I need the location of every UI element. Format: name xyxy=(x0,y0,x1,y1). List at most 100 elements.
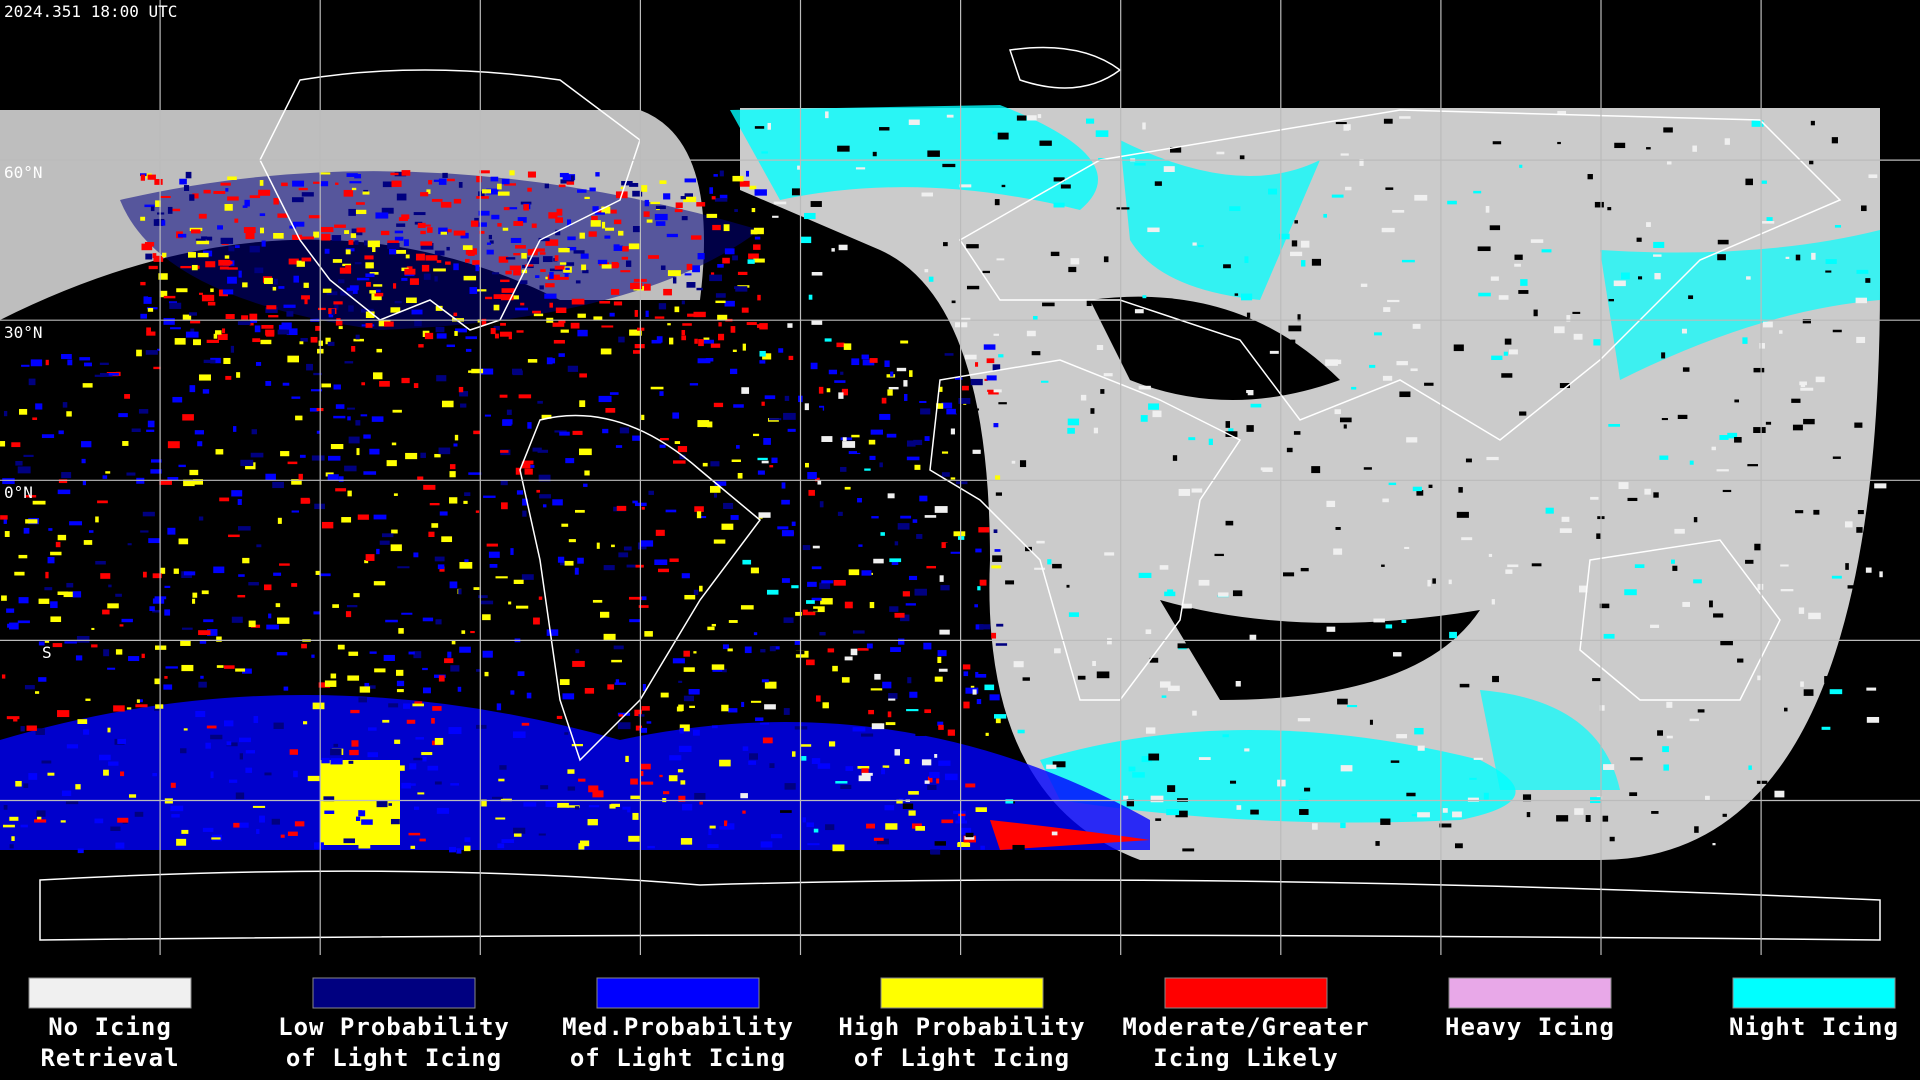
speckle-dot xyxy=(394,236,404,241)
speckle-dot xyxy=(591,215,598,223)
legend-label: Moderate/Greater xyxy=(1122,1013,1369,1041)
speckle-dot xyxy=(1381,564,1385,567)
speckle-dot xyxy=(804,462,809,468)
speckle-dot xyxy=(11,836,15,841)
speckle-dot xyxy=(842,441,856,448)
speckle-dot xyxy=(88,530,94,533)
speckle-dot xyxy=(203,619,214,623)
speckle-dot xyxy=(171,814,180,818)
speckle-dot xyxy=(1382,375,1393,381)
speckle-dot xyxy=(67,359,73,366)
speckle-dot xyxy=(906,440,916,447)
speckle-dot xyxy=(760,649,766,653)
speckle-dot xyxy=(47,772,55,776)
speckle-dot xyxy=(866,643,873,649)
speckle-dot xyxy=(105,471,111,474)
speckle-dot xyxy=(722,257,730,264)
speckle-dot xyxy=(237,321,251,326)
speckle-dot xyxy=(532,310,541,314)
speckle-dot xyxy=(34,819,47,823)
speckle-dot xyxy=(185,331,199,338)
speckle-dot xyxy=(387,242,400,249)
speckle-dot xyxy=(800,744,812,747)
speckle-dot xyxy=(219,497,230,502)
speckle-dot xyxy=(1070,258,1080,265)
speckle-dot xyxy=(689,383,699,386)
speckle-dot xyxy=(683,196,697,203)
speckle-dot xyxy=(1311,258,1322,266)
speckle-dot xyxy=(453,443,458,447)
speckle-dot xyxy=(1149,657,1159,663)
speckle-dot xyxy=(629,329,642,336)
speckle-dot xyxy=(673,460,686,464)
speckle-dot xyxy=(667,270,681,277)
speckle-dot xyxy=(1874,483,1887,489)
speckle-dot xyxy=(1491,355,1503,361)
speckle-dot xyxy=(699,585,703,592)
speckle-dot xyxy=(980,845,985,850)
speckle-dot xyxy=(1040,380,1049,383)
speckle-dot xyxy=(433,268,446,272)
speckle-dot xyxy=(520,201,532,205)
speckle-dot xyxy=(453,312,458,317)
speckle-dot xyxy=(365,262,374,269)
speckle-dot xyxy=(956,481,968,485)
speckle-dot xyxy=(672,412,680,419)
speckle-dot xyxy=(857,765,870,769)
speckle-dot xyxy=(791,751,796,757)
speckle-dot xyxy=(423,484,436,490)
speckle-dot xyxy=(1704,795,1710,801)
speckle-dot xyxy=(135,704,148,708)
speckle-dot xyxy=(1590,496,1599,500)
speckle-dot xyxy=(510,295,519,300)
speckle-dot xyxy=(945,617,954,623)
speckle-dot xyxy=(1821,726,1831,730)
speckle-dot xyxy=(596,209,606,213)
speckle-dot xyxy=(558,247,570,253)
speckle-dot xyxy=(1825,270,1832,273)
speckle-dot xyxy=(396,193,407,201)
speckle-dot xyxy=(436,260,442,263)
speckle-dot xyxy=(750,567,759,574)
speckle-dot xyxy=(536,489,541,493)
speckle-dot xyxy=(1232,590,1243,597)
speckle-dot xyxy=(545,283,555,288)
speckle-dot xyxy=(869,602,875,609)
speckle-dot xyxy=(203,189,211,194)
speckle-dot xyxy=(356,831,367,834)
speckle-dot xyxy=(273,278,278,285)
speckle-dot xyxy=(339,267,352,274)
speckle-dot xyxy=(1304,787,1311,792)
speckle-dot xyxy=(23,783,29,788)
speckle-dot xyxy=(83,729,90,735)
speckle-dot xyxy=(457,686,462,692)
speckle-dot xyxy=(881,397,887,404)
speckle-dot xyxy=(429,503,440,506)
speckle-dot xyxy=(584,470,590,476)
speckle-dot xyxy=(414,319,422,327)
speckle-dot xyxy=(287,355,300,363)
speckle-dot xyxy=(227,267,238,270)
speckle-dot xyxy=(1116,207,1130,210)
speckle-dot xyxy=(1559,528,1572,533)
speckle-dot xyxy=(210,357,221,364)
speckle-dot xyxy=(144,242,155,247)
speckle-dot xyxy=(499,394,508,398)
speckle-dot xyxy=(431,523,439,528)
speckle-dot xyxy=(580,253,589,259)
speckle-dot xyxy=(867,459,877,466)
speckle-dot xyxy=(500,279,510,283)
speckle-dot xyxy=(1829,689,1843,695)
speckle-dot xyxy=(686,263,693,270)
speckle-dot xyxy=(924,515,937,518)
speckle-dot xyxy=(253,716,259,724)
speckle-dot xyxy=(993,423,999,428)
speckle-dot xyxy=(327,455,341,461)
speckle-dot xyxy=(449,471,456,478)
speckle-dot xyxy=(422,667,428,671)
speckle-dot xyxy=(908,575,918,581)
speckle-dot xyxy=(553,339,565,344)
speckle-dot xyxy=(1659,455,1669,460)
speckle-dot xyxy=(753,632,758,636)
